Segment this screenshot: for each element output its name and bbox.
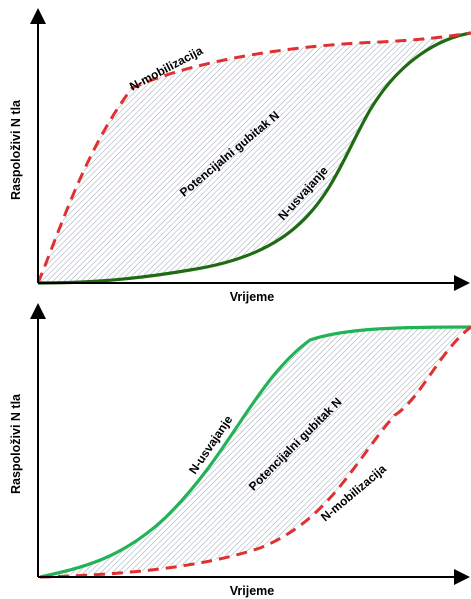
y-axis-label: Raspoloživi N tla: [9, 99, 23, 200]
n-uptake-curve: [39, 325, 471, 579]
top-panel: Vrijeme Raspoloživi N tla N-mobilizacija…: [9, 8, 471, 304]
potential-loss-area: [38, 33, 471, 283]
bottom-panel: Vrijeme Raspoloživi N tla N-usvajanje Po…: [9, 303, 471, 598]
x-axis-label: Vrijeme: [230, 290, 275, 304]
n-mobilization-curve: [36, 31, 471, 284]
y-axis-label: Raspoloživi N tla: [9, 393, 23, 494]
potential-loss-area: [40, 327, 471, 577]
n-uptake-curve: [37, 31, 471, 285]
n-mobilization-curve: [39, 325, 471, 579]
x-axis-label: Vrijeme: [230, 584, 275, 598]
